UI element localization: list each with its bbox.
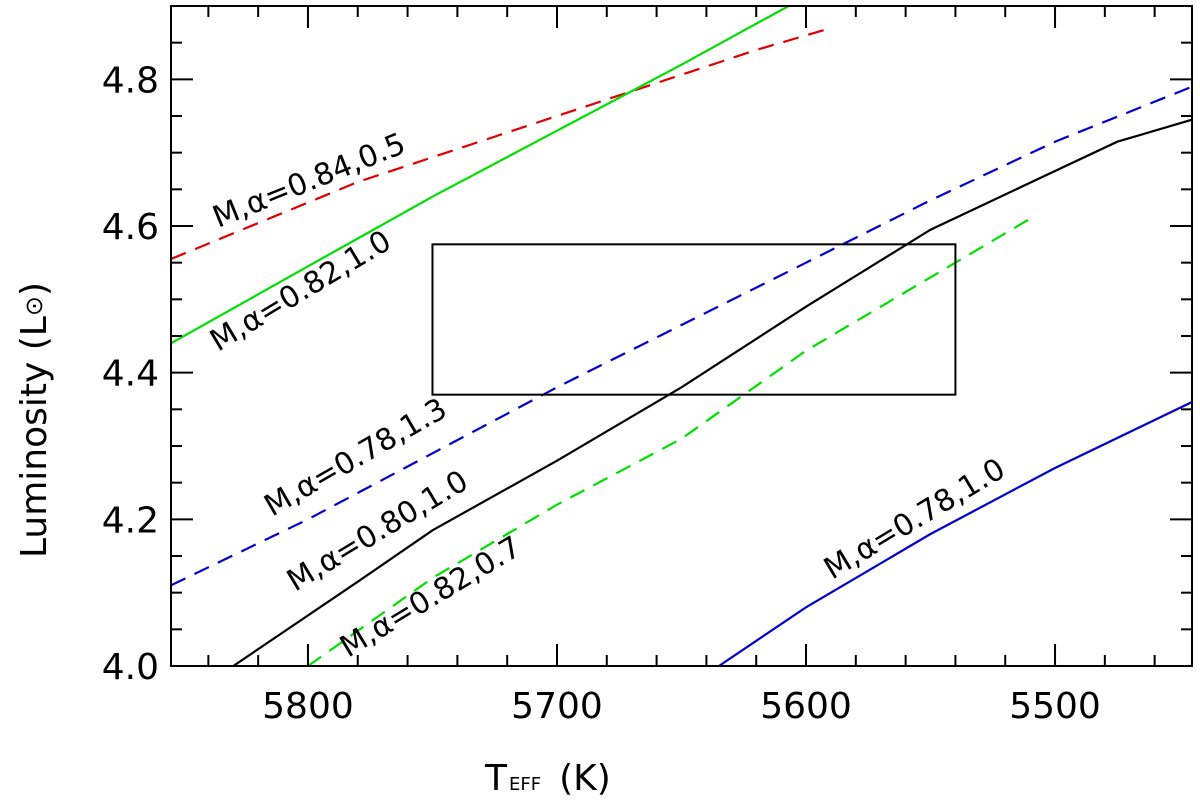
y-tick-label: 4.2 xyxy=(102,500,159,541)
series-line-2 xyxy=(171,6,790,345)
y-tick-label: 4.0 xyxy=(102,647,159,688)
series-line-1 xyxy=(171,26,832,261)
x-axis-title: T EFF (K) xyxy=(484,758,611,799)
series-line-6 xyxy=(718,401,1192,666)
series-line-3 xyxy=(171,85,1192,587)
y-tick-label: 4.4 xyxy=(102,354,159,395)
y-tick-label: 4.6 xyxy=(102,207,159,248)
x-tick-label: 5600 xyxy=(760,686,852,727)
series-line-4 xyxy=(232,118,1192,666)
axis-ticks xyxy=(171,5,1192,667)
observational-box xyxy=(431,243,957,396)
y-axis-title: Luminosity (L⊙) xyxy=(14,282,55,558)
y-tick-label: 4.8 xyxy=(102,60,159,101)
x-tick-label: 5700 xyxy=(511,686,603,727)
curve-label-6: M,α=0.78,1.0 xyxy=(818,452,1011,587)
series-line-5 xyxy=(307,217,1031,666)
curve-label-2: M,α=0.82,1.0 xyxy=(204,224,397,359)
axis-tick-labels: 5800 5700 5600 5500 4.0 4.2 4.4 4.6 4.8 xyxy=(102,60,1101,727)
curve-label-1: M,α=0.84,0.5 xyxy=(208,126,411,235)
x-tick-label: 5500 xyxy=(1009,686,1101,727)
x-tick-label: 5800 xyxy=(262,686,354,727)
